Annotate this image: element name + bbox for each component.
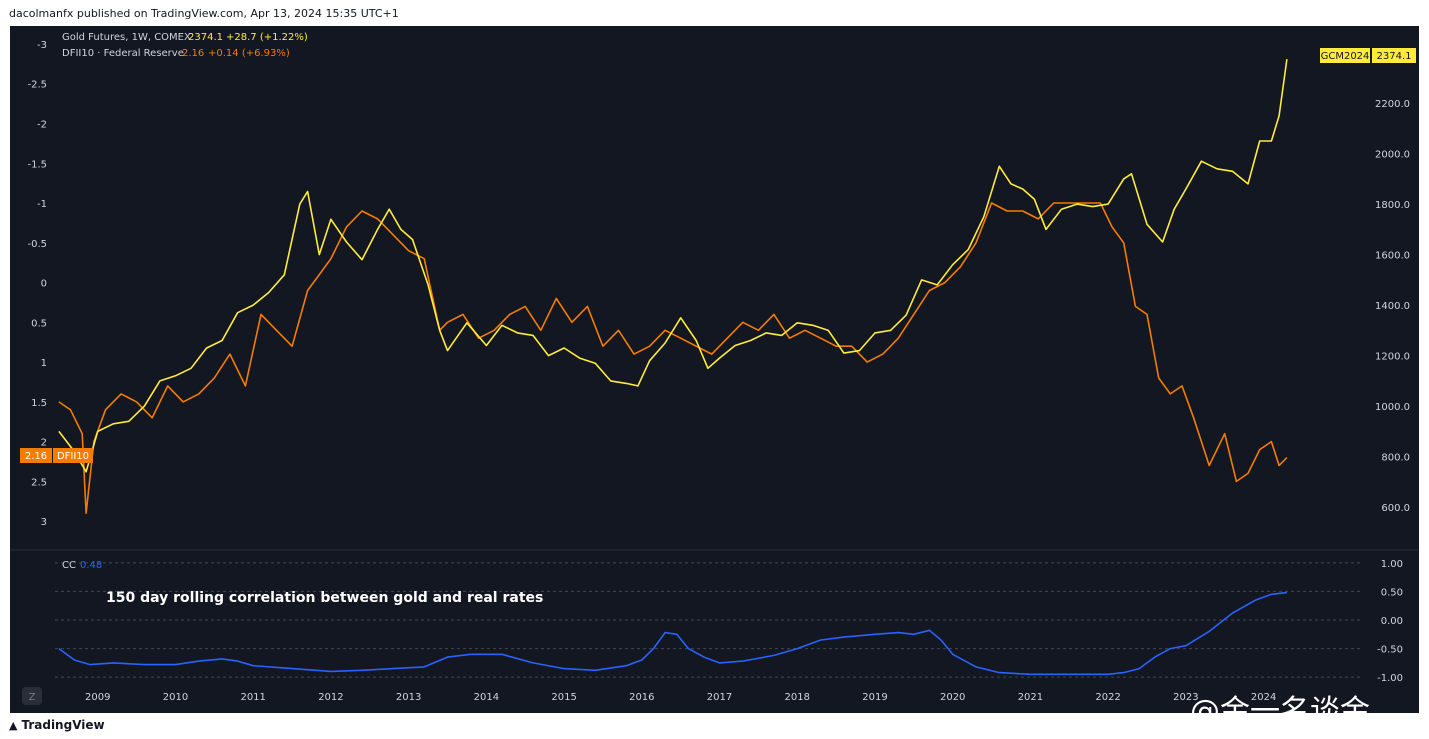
year-tick-label: 2016 [629, 692, 654, 703]
dfii-tick-label: 3 [41, 517, 47, 528]
dfii-value-label: 2.16 [25, 451, 47, 462]
weibo-watermark: @金一名谈金 [1190, 694, 1370, 729]
dfii-tick-label: -3 [37, 40, 47, 51]
dfii-axis-ticks: -3 -2.5 -2 -1.5 -1 -0.5 0 0.5 1 1.5 2 2.5 3 [27, 40, 47, 528]
cc-legend-name[interactable]: CC [62, 560, 76, 571]
chart-frame [10, 26, 1419, 713]
cc-tick-label: 1.00 [1381, 559, 1403, 570]
gold-series-line [58, 59, 1288, 473]
cc-tick-label: 0.50 [1381, 587, 1403, 598]
gold-tick-label: 1600.0 [1375, 251, 1410, 262]
cc-series-line [58, 591, 1287, 676]
gold-tick-label: 1400.0 [1375, 301, 1410, 312]
series-lines [58, 59, 1288, 676]
z-button-label: Z [29, 692, 36, 703]
dfii-tick-label: 2.5 [31, 477, 47, 488]
cc-legend-value: 0.48 [80, 560, 102, 571]
year-tick-label: 2012 [318, 692, 343, 703]
publish-bar: dacolmanfx published on TradingView.com,… [0, 0, 1429, 26]
time-axis-ticks: 2009 2010 2011 2012 2013 2014 2015 2016 2017 2018… [85, 692, 1276, 703]
year-tick-label: 2013 [396, 692, 421, 703]
year-tick-label: 2014 [474, 692, 499, 703]
year-tick-label: 2010 [163, 692, 188, 703]
year-tick-label: 2019 [862, 692, 887, 703]
gcm-ticker-tag [1320, 48, 1370, 63]
gcm-price-label: 2374.1 [1377, 51, 1412, 62]
gold-tick-label: 1800.0 [1375, 200, 1410, 211]
dfii-tick-label: 0 [41, 279, 47, 290]
dfii-tick-label: 0.5 [31, 318, 47, 329]
footer-bar: ▲ TradingView [0, 713, 1429, 739]
year-tick-label: 2023 [1173, 692, 1198, 703]
dfii-legend-name[interactable]: DFII10 · Federal Reserve [62, 48, 184, 59]
gcm-ticker-label: GCM2024 [1321, 51, 1370, 62]
year-tick-label: 2018 [785, 692, 810, 703]
year-tick-label: 2022 [1095, 692, 1120, 703]
dfii-tick-label: 1.5 [31, 398, 47, 409]
dfii-tick-label: -1.5 [27, 159, 47, 170]
dfii-tick-label: -2.5 [27, 80, 47, 91]
dfii-legend-change: +0.14 (+6.93%) [208, 48, 290, 59]
gold-legend-change: +28.7 (+1.22%) [226, 32, 308, 43]
gold-tick-label: 1000.0 [1375, 402, 1410, 413]
year-tick-label: 2009 [85, 692, 110, 703]
publish-info: dacolmanfx published on TradingView.com,… [9, 7, 399, 20]
brand-name: TradingView [21, 718, 105, 732]
dfii-ticker-tag [53, 448, 93, 463]
gold-legend-name[interactable]: Gold Futures, 1W, COMEX [62, 32, 191, 43]
gold-tick-label: 600.0 [1381, 503, 1410, 514]
dfii-series-line [58, 202, 1288, 515]
dfii-ticker-label: DFII10 [57, 451, 89, 462]
correlation-annotation: 150 day rolling correlation between gold… [106, 590, 543, 606]
cc-tick-label: 0.00 [1381, 616, 1403, 627]
year-tick-label: 2011 [240, 692, 265, 703]
year-tick-label: 2015 [551, 692, 576, 703]
dfii-tick-label: -0.5 [27, 239, 47, 250]
dfii-tick-label: -1 [37, 199, 47, 210]
gold-legend-value: 2374.1 [188, 32, 223, 43]
dfii-value-tag [20, 448, 52, 463]
cc-gridlines [55, 562, 1360, 678]
gold-tick-label: 1200.0 [1375, 352, 1410, 363]
gold-tick-label: 2000.0 [1375, 150, 1410, 161]
gold-axis-ticks: 600.0 800.0 1000.0 1200.0 1400.0 1600.0 1800.0… [1375, 49, 1410, 515]
dfii-tick-label: 1 [41, 358, 47, 369]
tradingview-logo[interactable]: ▲ TradingView [9, 718, 105, 732]
cc-axis-ticks: 1.00 0.50 0.00 -0.50 -1.00 [1377, 559, 1403, 684]
gold-tick-label: 800.0 [1381, 453, 1410, 464]
z-button[interactable] [22, 687, 42, 705]
dfii-tick-label: 2 [41, 438, 47, 449]
year-tick-label: 2021 [1018, 692, 1043, 703]
gold-tick-label: 2200.0 [1375, 99, 1410, 110]
year-tick-label: 2024 [1251, 692, 1276, 703]
dfii-tick-label: -2 [37, 120, 47, 131]
dfii-legend-value: 2.16 [182, 48, 204, 59]
cc-tick-label: -0.50 [1377, 645, 1403, 656]
gcm-price-tag [1372, 48, 1416, 63]
year-tick-label: 2020 [940, 692, 965, 703]
tradingview-mark-icon: ▲ [9, 719, 18, 732]
cc-tick-label: -1.00 [1377, 673, 1403, 684]
year-tick-label: 2017 [707, 692, 732, 703]
